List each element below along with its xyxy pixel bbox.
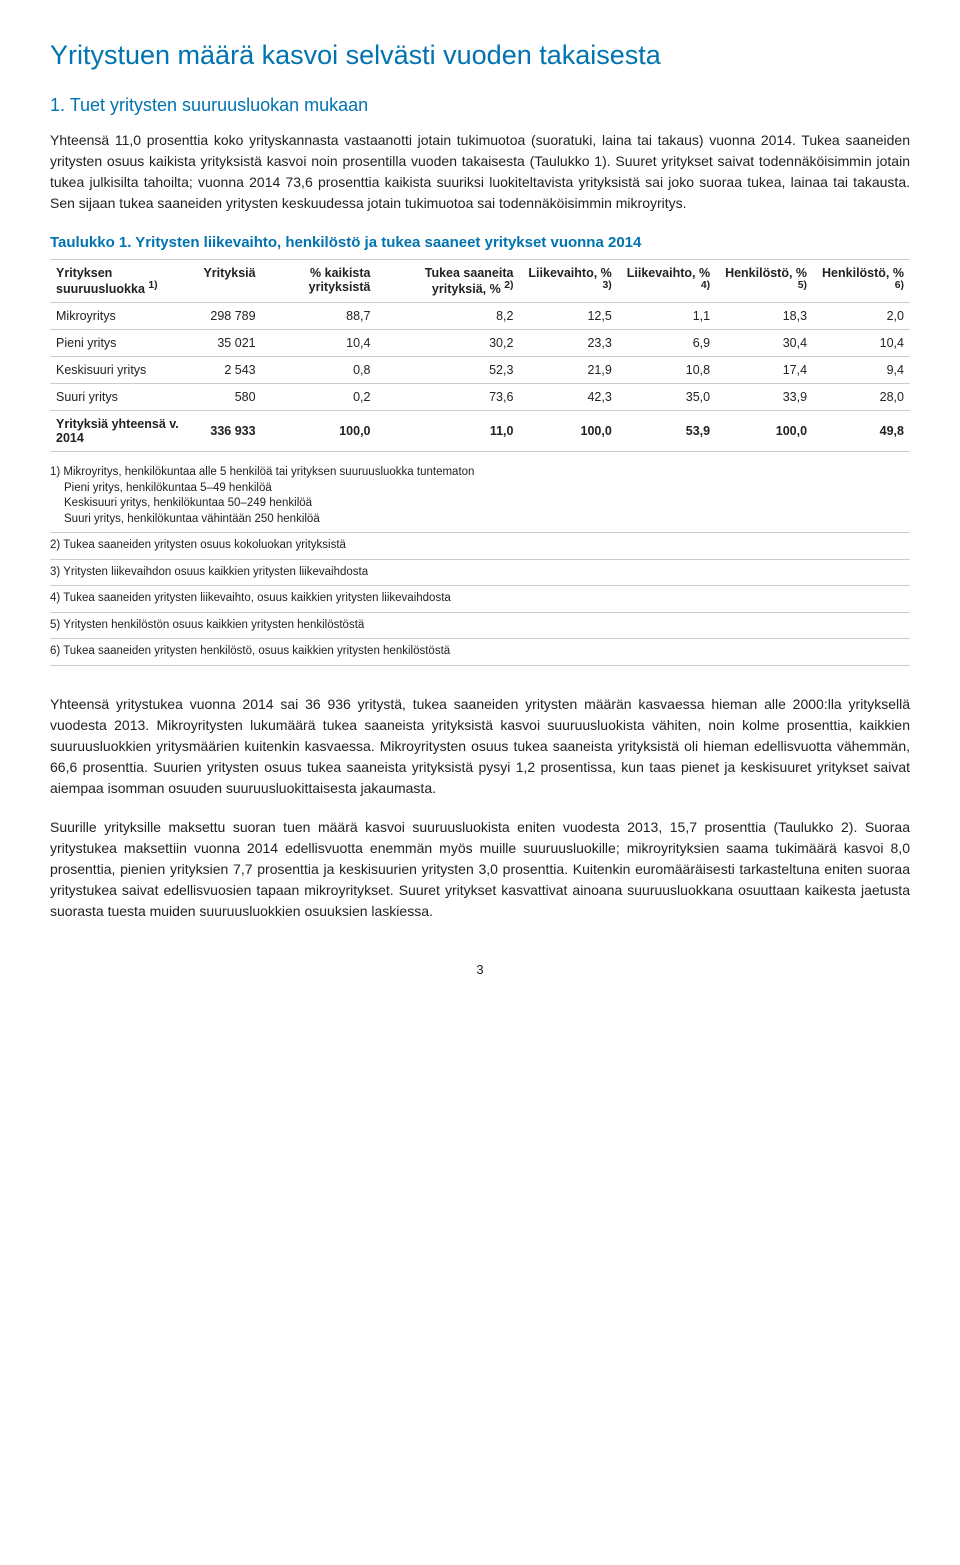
section-heading: 1. Tuet yritysten suuruusluokan mukaan <box>50 95 910 116</box>
table-cell: 23,3 <box>519 330 617 357</box>
table-cell: 8,2 <box>377 303 520 330</box>
table-cell: 35,0 <box>618 384 716 411</box>
table-cell: Keskisuuri yritys <box>50 357 197 384</box>
table-cell: 52,3 <box>377 357 520 384</box>
table-cell: 336 933 <box>197 411 261 452</box>
table-row: Yrityksiä yhteensä v. 2014336 933100,011… <box>50 411 910 452</box>
footnote: 1) Mikroyritys, henkilökuntaa alle 5 hen… <box>50 460 910 533</box>
table-cell: 580 <box>197 384 261 411</box>
table-cell: 49,8 <box>813 411 910 452</box>
page-number: 3 <box>50 962 910 977</box>
paragraph-2: Yhteensä yritystukea vuonna 2014 sai 36 … <box>50 694 910 799</box>
table-cell: 33,9 <box>716 384 813 411</box>
footnote: 6) Tukea saaneiden yritysten henkilöstö,… <box>50 639 910 666</box>
table-header-cell: Yrityksiä <box>197 260 261 303</box>
table-row: Pieni yritys35 02110,430,223,36,930,410,… <box>50 330 910 357</box>
table-cell: 28,0 <box>813 384 910 411</box>
table-cell: 6,9 <box>618 330 716 357</box>
paragraph-3: Suurille yrityksille maksettu suoran tue… <box>50 817 910 922</box>
table-1-footnotes: 1) Mikroyritys, henkilökuntaa alle 5 hen… <box>50 460 910 666</box>
table-row: Suuri yritys5800,273,642,335,033,928,0 <box>50 384 910 411</box>
table-cell: 2,0 <box>813 303 910 330</box>
table-header-cell: Yrityksen suuruusluokka 1) <box>50 260 197 303</box>
table-cell: 100,0 <box>716 411 813 452</box>
table-row: Mikroyritys298 78988,78,212,51,118,32,0 <box>50 303 910 330</box>
table-cell: 12,5 <box>519 303 617 330</box>
table-cell: 88,7 <box>262 303 377 330</box>
table-cell: 0,8 <box>262 357 377 384</box>
table-cell: 73,6 <box>377 384 520 411</box>
footnote: 4) Tukea saaneiden yritysten liikevaihto… <box>50 586 910 613</box>
table-cell: Pieni yritys <box>50 330 197 357</box>
table-cell: 18,3 <box>716 303 813 330</box>
footnote: 3) Yritysten liikevaihdon osuus kaikkien… <box>50 560 910 587</box>
table-cell: 100,0 <box>262 411 377 452</box>
page-title: Yritystuen määrä kasvoi selvästi vuoden … <box>50 40 910 71</box>
footnote: 5) Yritysten henkilöstön osuus kaikkien … <box>50 613 910 640</box>
table-1-title: Taulukko 1. Yritysten liikevaihto, henki… <box>50 234 910 251</box>
table-cell: 1,1 <box>618 303 716 330</box>
table-cell: Mikroyritys <box>50 303 197 330</box>
table-cell: Suuri yritys <box>50 384 197 411</box>
table-header-cell: Henkilöstö, % 6) <box>813 260 910 303</box>
table-header-cell: Henkilöstö, % 5) <box>716 260 813 303</box>
table-cell: 9,4 <box>813 357 910 384</box>
table-cell: 10,4 <box>813 330 910 357</box>
table-cell: 53,9 <box>618 411 716 452</box>
table-cell: 10,8 <box>618 357 716 384</box>
table-cell: 42,3 <box>519 384 617 411</box>
table-header-cell: Liikevaihto, % 3) <box>519 260 617 303</box>
footnote: 2) Tukea saaneiden yritysten osuus kokol… <box>50 533 910 560</box>
table-cell: Yrityksiä yhteensä v. 2014 <box>50 411 197 452</box>
table-cell: 298 789 <box>197 303 261 330</box>
table-1: Yrityksen suuruusluokka 1)Yrityksiä% kai… <box>50 259 910 452</box>
table-cell: 100,0 <box>519 411 617 452</box>
paragraph-1: Yhteensä 11,0 prosenttia koko yrityskann… <box>50 130 910 214</box>
table-cell: 35 021 <box>197 330 261 357</box>
table-cell: 30,2 <box>377 330 520 357</box>
table-cell: 10,4 <box>262 330 377 357</box>
table-cell: 11,0 <box>377 411 520 452</box>
table-cell: 30,4 <box>716 330 813 357</box>
table-cell: 21,9 <box>519 357 617 384</box>
table-header-cell: % kaikista yrityksistä <box>262 260 377 303</box>
table-row: Keskisuuri yritys2 5430,852,321,910,817,… <box>50 357 910 384</box>
table-header-cell: Tukea saaneita yrityksiä, % 2) <box>377 260 520 303</box>
table-cell: 0,2 <box>262 384 377 411</box>
table-header-cell: Liikevaihto, % 4) <box>618 260 716 303</box>
table-cell: 2 543 <box>197 357 261 384</box>
table-cell: 17,4 <box>716 357 813 384</box>
